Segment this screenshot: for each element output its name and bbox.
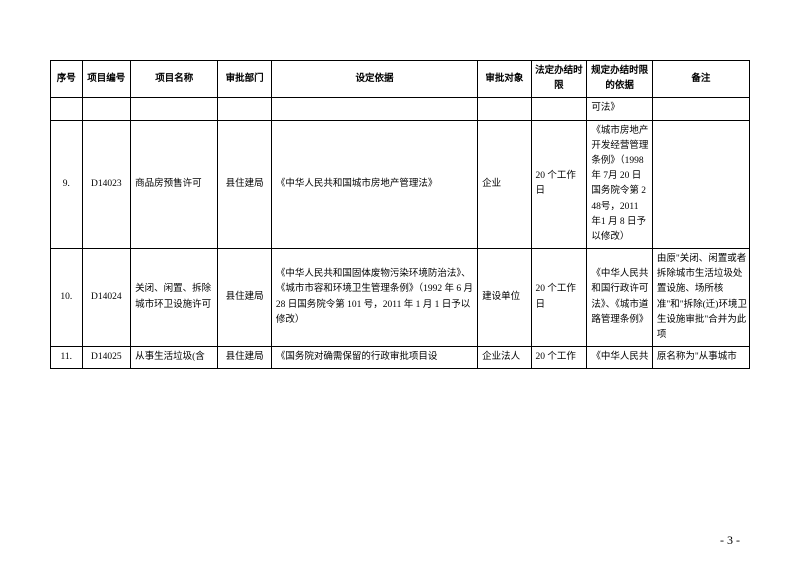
document-page: 序号 项目编号 项目名称 审批部门 设定依据 审批对象 法定办结时限 规定办结时… xyxy=(0,0,800,369)
cell-obj: 建设单位 xyxy=(478,249,531,347)
header-obj: 审批对象 xyxy=(478,61,531,98)
cell-limit xyxy=(531,98,587,120)
cell-reg: 《中华人民共和国行政许可法》、《城市道路管理条例》 xyxy=(587,249,653,347)
header-limit: 法定办结时限 xyxy=(531,61,587,98)
header-name: 项目名称 xyxy=(131,61,218,98)
cell-basis: 《国务院对确需保留的行政审批项目设 xyxy=(271,347,477,369)
cell-id: D14025 xyxy=(82,347,131,369)
header-remark: 备注 xyxy=(652,61,749,98)
table-row: 可法》 xyxy=(51,98,750,120)
table-row: 10. D14024 关闭、闲置、拆除城市环卫设施许可 县住建局 《中华人民共和… xyxy=(51,249,750,347)
cell-name: 从事生活垃圾(含 xyxy=(131,347,218,369)
cell-remark xyxy=(652,120,749,249)
cell-dept: 县住建局 xyxy=(218,249,271,347)
cell-obj: 企业法人 xyxy=(478,347,531,369)
cell-id: D14024 xyxy=(82,249,131,347)
cell-basis: 《中华人民共和国固体废物污染环境防治法》、《城市市容和环境卫生管理条例》（199… xyxy=(271,249,477,347)
cell-seq: 11. xyxy=(51,347,83,369)
cell-limit: 20 个工作日 xyxy=(531,249,587,347)
cell-obj: 企业 xyxy=(478,120,531,249)
table-row: 11. D14025 从事生活垃圾(含 县住建局 《国务院对确需保留的行政审批项… xyxy=(51,347,750,369)
header-id: 项目编号 xyxy=(82,61,131,98)
cell-dept: 县住建局 xyxy=(218,120,271,249)
header-reg: 规定办结时限的依据 xyxy=(587,61,653,98)
table-header-row: 序号 项目编号 项目名称 审批部门 设定依据 审批对象 法定办结时限 规定办结时… xyxy=(51,61,750,98)
cell-dept xyxy=(218,98,271,120)
cell-reg: 《城市房地产开发经营管理条例》（1998 年 7月 20 日国务院令第 248号… xyxy=(587,120,653,249)
cell-remark: 原名称为"从事城市 xyxy=(652,347,749,369)
cell-id: D14023 xyxy=(82,120,131,249)
cell-id xyxy=(82,98,131,120)
cell-seq xyxy=(51,98,83,120)
header-dept: 审批部门 xyxy=(218,61,271,98)
cell-obj xyxy=(478,98,531,120)
cell-basis xyxy=(271,98,477,120)
cell-reg: 可法》 xyxy=(587,98,653,120)
page-number: - 3 - xyxy=(720,533,740,548)
header-seq: 序号 xyxy=(51,61,83,98)
cell-remark xyxy=(652,98,749,120)
cell-dept: 县住建局 xyxy=(218,347,271,369)
table-row: 9. D14023 商品房预售许可 县住建局 《中华人民共和国城市房地产管理法》… xyxy=(51,120,750,249)
cell-limit: 20 个工作日 xyxy=(531,120,587,249)
header-basis: 设定依据 xyxy=(271,61,477,98)
cell-remark: 由原"关闭、闲置或者拆除城市生活垃圾处置设施、场所核准"和"拆除(迁)环境卫生设… xyxy=(652,249,749,347)
cell-name: 商品房预售许可 xyxy=(131,120,218,249)
cell-reg: 《中华人民共 xyxy=(587,347,653,369)
cell-limit: 20 个工作 xyxy=(531,347,587,369)
approval-table: 序号 项目编号 项目名称 审批部门 设定依据 审批对象 法定办结时限 规定办结时… xyxy=(50,60,750,369)
cell-seq: 10. xyxy=(51,249,83,347)
cell-name: 关闭、闲置、拆除城市环卫设施许可 xyxy=(131,249,218,347)
cell-name xyxy=(131,98,218,120)
cell-basis: 《中华人民共和国城市房地产管理法》 xyxy=(271,120,477,249)
cell-seq: 9. xyxy=(51,120,83,249)
